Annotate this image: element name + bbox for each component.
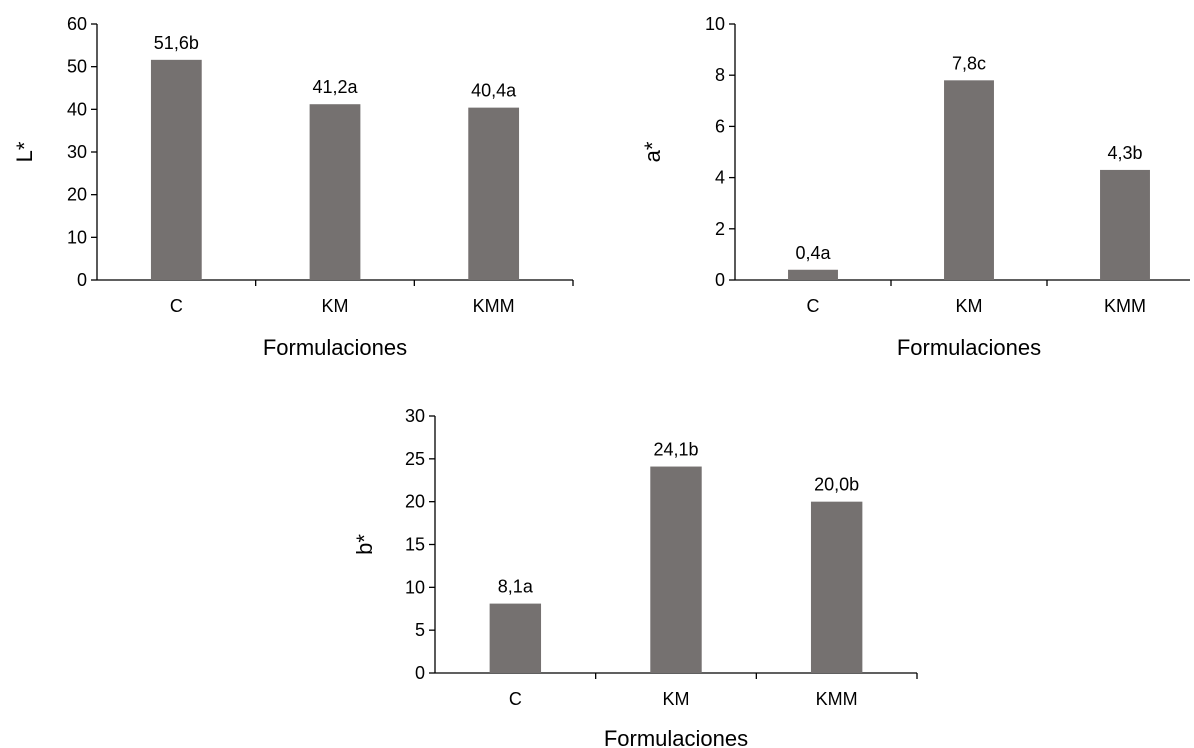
y-tick-label: 10 <box>405 577 425 597</box>
bar-kmm <box>810 501 863 673</box>
bar-c <box>788 269 838 280</box>
bar-kmm <box>1100 169 1150 280</box>
y-axis-title: b* <box>352 534 377 555</box>
data-label-km: 24,1b <box>653 440 698 460</box>
y-tick-label: 0 <box>415 663 425 683</box>
category-label-kmm: KMM <box>816 689 858 709</box>
data-label-kmm: 40,4a <box>471 81 517 101</box>
data-label-c: 51,6b <box>154 33 199 53</box>
category-label-km: KM <box>663 689 690 709</box>
y-tick-label: 0 <box>715 270 725 290</box>
y-axis-title: L* <box>12 141 37 162</box>
category-label-kmm: KMM <box>1104 296 1146 316</box>
y-tick-label: 6 <box>715 116 725 136</box>
data-label-kmm: 4,3b <box>1107 143 1142 163</box>
y-tick-label: 60 <box>67 14 87 34</box>
y-tick-label: 8 <box>715 65 725 85</box>
bar-km <box>944 80 994 280</box>
y-tick-label: 5 <box>415 620 425 640</box>
data-label-km: 41,2a <box>312 77 358 97</box>
y-tick-label: 20 <box>405 492 425 512</box>
data-label-kmm: 20,0b <box>814 475 859 495</box>
y-tick-label: 25 <box>405 449 425 469</box>
x-axis-title: Formulaciones <box>897 335 1041 360</box>
chart-yellow-blue-b: 0 5 10 15 20 25 30 8,1a C 24,1b KM 20,0b KMM Formulac… <box>352 406 918 748</box>
y-tick-label: 4 <box>715 168 725 188</box>
bar-km <box>309 104 361 280</box>
category-label-kmm: KMM <box>473 296 515 316</box>
y-tick-label: 10 <box>705 14 725 34</box>
y-tick-label: 10 <box>67 227 87 247</box>
bar-kmm <box>468 107 520 280</box>
category-label-c: C <box>807 296 820 316</box>
data-label-km: 7,8c <box>952 53 986 73</box>
bar-km <box>650 466 702 673</box>
data-label-c: 8,1a <box>498 577 534 597</box>
y-tick-label: 20 <box>67 185 87 205</box>
category-label-km: KM <box>322 296 349 316</box>
bar-c <box>489 603 542 673</box>
x-axis-title: Formulaciones <box>263 335 407 360</box>
y-tick-label: 0 <box>77 270 87 290</box>
category-label-km: KM <box>956 296 983 316</box>
y-tick-label: 50 <box>67 57 87 77</box>
chart-red-green-a: 0 2 4 6 8 10 0,4a C 7,8c KM 4,3b KMM Formulaciones a* <box>640 14 1190 360</box>
y-tick-label: 30 <box>405 406 425 426</box>
data-label-c: 0,4a <box>795 243 831 263</box>
y-tick-label: 30 <box>67 142 87 162</box>
y-axis-title: a* <box>640 141 665 162</box>
bar-c <box>150 59 202 281</box>
category-label-c: C <box>509 689 522 709</box>
y-tick-label: 2 <box>715 219 725 239</box>
y-tick-label: 15 <box>405 535 425 555</box>
chart-lightness-l: 0 10 20 30 40 50 60 51,6b C 41,2a KM 40,4a KMM Formul… <box>12 14 574 360</box>
y-tick-label: 40 <box>67 99 87 119</box>
category-label-c: C <box>170 296 183 316</box>
x-axis-title: Formulaciones <box>604 726 748 748</box>
